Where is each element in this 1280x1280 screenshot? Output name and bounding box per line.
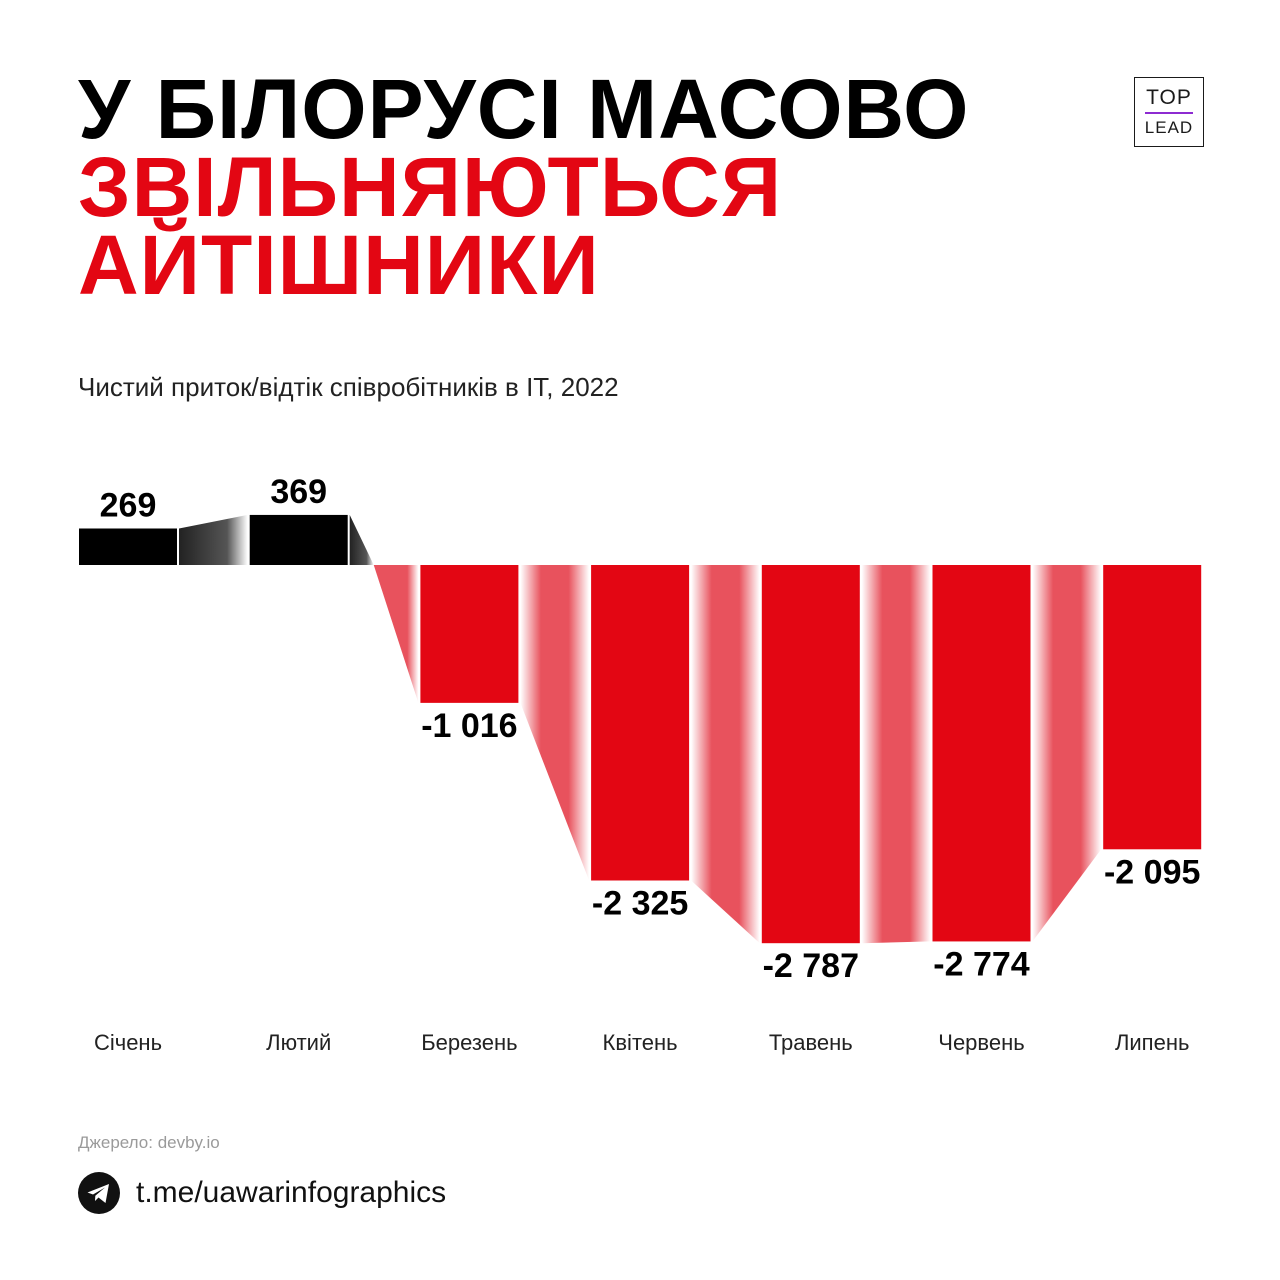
bar-Травень bbox=[761, 565, 860, 944]
bar-Лютий bbox=[249, 514, 348, 565]
bar-Липень bbox=[1103, 565, 1202, 850]
connector-2 bbox=[520, 565, 590, 881]
category-label: Травень bbox=[769, 1030, 853, 1055]
category-label: Січень bbox=[94, 1030, 162, 1055]
connector-0 bbox=[179, 514, 248, 565]
value-label: -2 095 bbox=[1104, 853, 1200, 891]
bar-Березень bbox=[420, 565, 519, 703]
logo-top-text: TOP bbox=[1146, 86, 1192, 109]
connector-1-pos bbox=[349, 514, 374, 565]
value-label: -2 787 bbox=[763, 947, 859, 985]
footer: t.me/uawarinfographics bbox=[78, 1172, 446, 1214]
top-lead-logo: TOP LEAD bbox=[1134, 77, 1204, 147]
chart-subtitle: Чистий приток/відтік співробітників в IT… bbox=[78, 372, 619, 402]
source-note: Джерело: devby.io bbox=[78, 1133, 220, 1152]
value-label: 269 bbox=[100, 486, 157, 524]
bar-chart: 269 369 -1 016 -2 325 -2 787 -2 774 -2 095 Січ… bbox=[79, 473, 1202, 1055]
bar-Січень bbox=[79, 528, 177, 565]
title-line-3: АЙТІШНИКИ bbox=[78, 218, 600, 312]
category-label: Березень bbox=[421, 1030, 517, 1055]
connector-1 bbox=[373, 565, 419, 703]
page-title: У БІЛОРУСІ МАСОВО ЗВІЛЬНЯЮТЬСЯ АЙТІШНИКИ bbox=[78, 62, 970, 312]
value-label: -2 774 bbox=[933, 945, 1029, 983]
value-label: -2 325 bbox=[592, 885, 688, 923]
category-label: Липень bbox=[1115, 1030, 1190, 1055]
value-label: -1 016 bbox=[421, 707, 517, 745]
telegram-channel-link[interactable]: t.me/uawarinfographics bbox=[136, 1176, 447, 1209]
connector-3 bbox=[691, 565, 760, 944]
category-label: Квітень bbox=[603, 1030, 678, 1055]
category-label: Червень bbox=[938, 1030, 1024, 1055]
connector-5 bbox=[1032, 565, 1102, 942]
telegram-icon bbox=[78, 1172, 120, 1214]
logo-bottom-text: LEAD bbox=[1144, 118, 1194, 137]
title-line-2: ЗВІЛЬНЯЮТЬСЯ bbox=[78, 140, 783, 234]
title-line-1: У БІЛОРУСІ МАСОВО bbox=[78, 62, 970, 156]
bar-Червень bbox=[932, 565, 1031, 942]
connector-4 bbox=[861, 565, 931, 944]
value-label: 369 bbox=[270, 473, 327, 511]
bar-Квітень bbox=[591, 565, 690, 881]
category-label: Лютий bbox=[266, 1030, 331, 1055]
logo-divider bbox=[1145, 112, 1193, 114]
